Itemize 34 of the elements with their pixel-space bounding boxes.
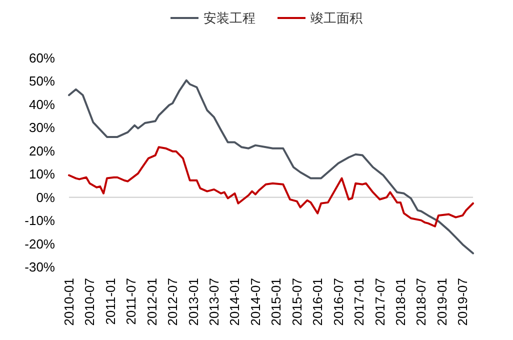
y-tick-label: -20% [24,236,56,252]
line-series [68,79,474,254]
y-tick-label: 50% [28,74,56,89]
x-tick-label: 2016-07 [330,278,346,326]
y-tick-label: 30% [28,120,56,136]
y-tick-label: -10% [24,213,56,228]
y-tick-label: 10% [28,166,56,182]
x-tick-label: 2014-01 [227,278,242,326]
y-tick-label: 60% [28,50,56,66]
x-tick-label: 2017-01 [352,278,367,326]
x-tick-label: 2010-07 [82,278,98,326]
legend-label: 竣工面积 [310,10,362,26]
line-series [68,146,474,228]
y-tick-label: 20% [28,143,56,158]
x-tick-label: 2013-01 [186,278,201,326]
x-tick-label: 2011-01 [102,278,118,325]
x-tick-label: 2012-01 [144,278,160,326]
x-tick-label: 2011-07 [124,278,139,325]
x-tick-label: 2016-01 [310,278,326,326]
y-tick-label: 40% [28,96,56,112]
x-tick-label: 2013-07 [206,278,222,326]
x-tick-label: 2018-01 [392,278,408,326]
x-tick-label: 2015-01 [268,278,284,326]
x-tick-label: 2019-01 [434,278,450,326]
legend-label: 安装工程 [204,10,256,26]
x-tick-label: 2010-01 [62,278,76,326]
y-tick-label: -30% [24,260,56,274]
x-tick-label: 2018-07 [414,278,429,326]
x-tick-label: 2012-07 [165,278,180,326]
x-tick-label: 2019-07 [455,278,470,326]
x-tick-label: 2014-07 [248,278,263,326]
x-tick-label: 2015-07 [289,278,304,326]
y-tick-label: 0% [36,190,56,205]
x-tick-label: 2017-07 [372,278,388,326]
